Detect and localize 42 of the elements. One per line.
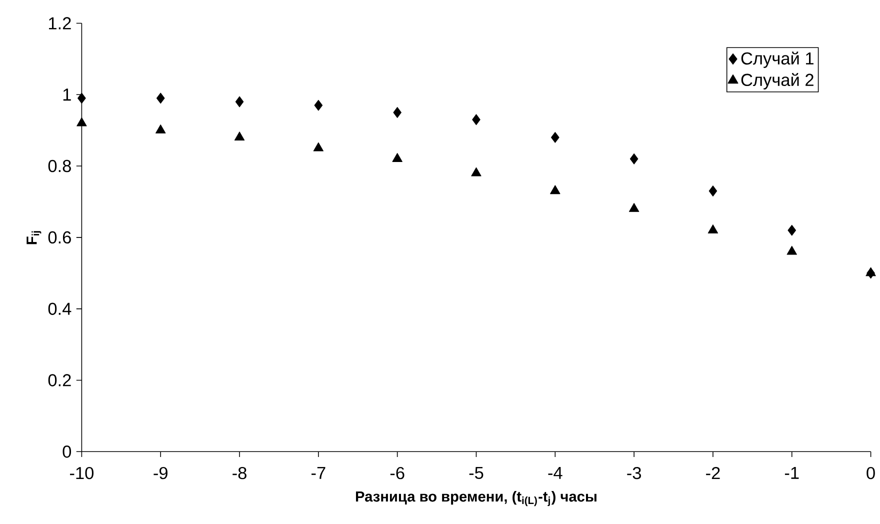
y-tick-label: 1	[63, 88, 71, 101]
y-tick-label: 1.2	[48, 17, 71, 30]
y-tick-label: 0.2	[48, 374, 71, 386]
x-tick-label: -6	[390, 466, 404, 480]
point	[471, 167, 482, 176]
x-tick-label: -9	[154, 466, 168, 480]
x-axis-title: Разница во времени, (t$_{i(L)}$-t$_{j}$) часы	[356, 490, 596, 506]
point	[393, 106, 402, 118]
x-tick-label: -3	[627, 466, 641, 480]
point	[550, 185, 560, 194]
point	[156, 92, 165, 104]
x-tick-label: -4	[548, 466, 562, 479]
point	[234, 132, 245, 140]
x-tick-label: -1	[784, 466, 799, 479]
point	[76, 117, 87, 126]
y-tick-label: 0.4	[48, 302, 72, 315]
point	[472, 114, 480, 126]
point	[786, 246, 797, 255]
point	[78, 92, 86, 104]
x-tick-label: -5	[469, 466, 484, 479]
point	[313, 142, 324, 152]
legend-label: Случай 2	[741, 73, 814, 90]
x-tick-label: 0	[866, 466, 875, 480]
point	[551, 132, 560, 143]
point	[314, 100, 323, 111]
x-tick-label: -2	[706, 466, 720, 479]
legend-label: Случай 1	[741, 52, 814, 68]
point	[235, 96, 244, 108]
x-tick-label: -7	[312, 466, 326, 479]
y-tick-label: 0	[62, 445, 72, 458]
point	[630, 153, 638, 164]
y-axis-title: F$_{ij}$	[26, 231, 42, 244]
y-tick-label: 0.8	[48, 160, 71, 172]
y-tick-label: 0.6	[48, 231, 71, 244]
point	[788, 224, 796, 236]
point	[708, 186, 718, 196]
point	[628, 202, 640, 212]
point	[708, 224, 718, 234]
x-tick-label: -10	[70, 466, 94, 480]
point	[392, 153, 402, 162]
x-tick-label: -8	[232, 466, 246, 480]
point	[156, 124, 166, 134]
